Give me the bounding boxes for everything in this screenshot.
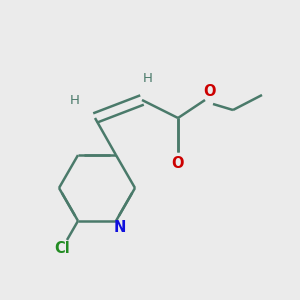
- Text: H: H: [143, 71, 153, 85]
- Text: H: H: [70, 94, 80, 106]
- Text: O: O: [172, 155, 184, 170]
- Text: O: O: [203, 85, 215, 100]
- Text: Cl: Cl: [54, 241, 70, 256]
- Text: N: N: [114, 220, 126, 235]
